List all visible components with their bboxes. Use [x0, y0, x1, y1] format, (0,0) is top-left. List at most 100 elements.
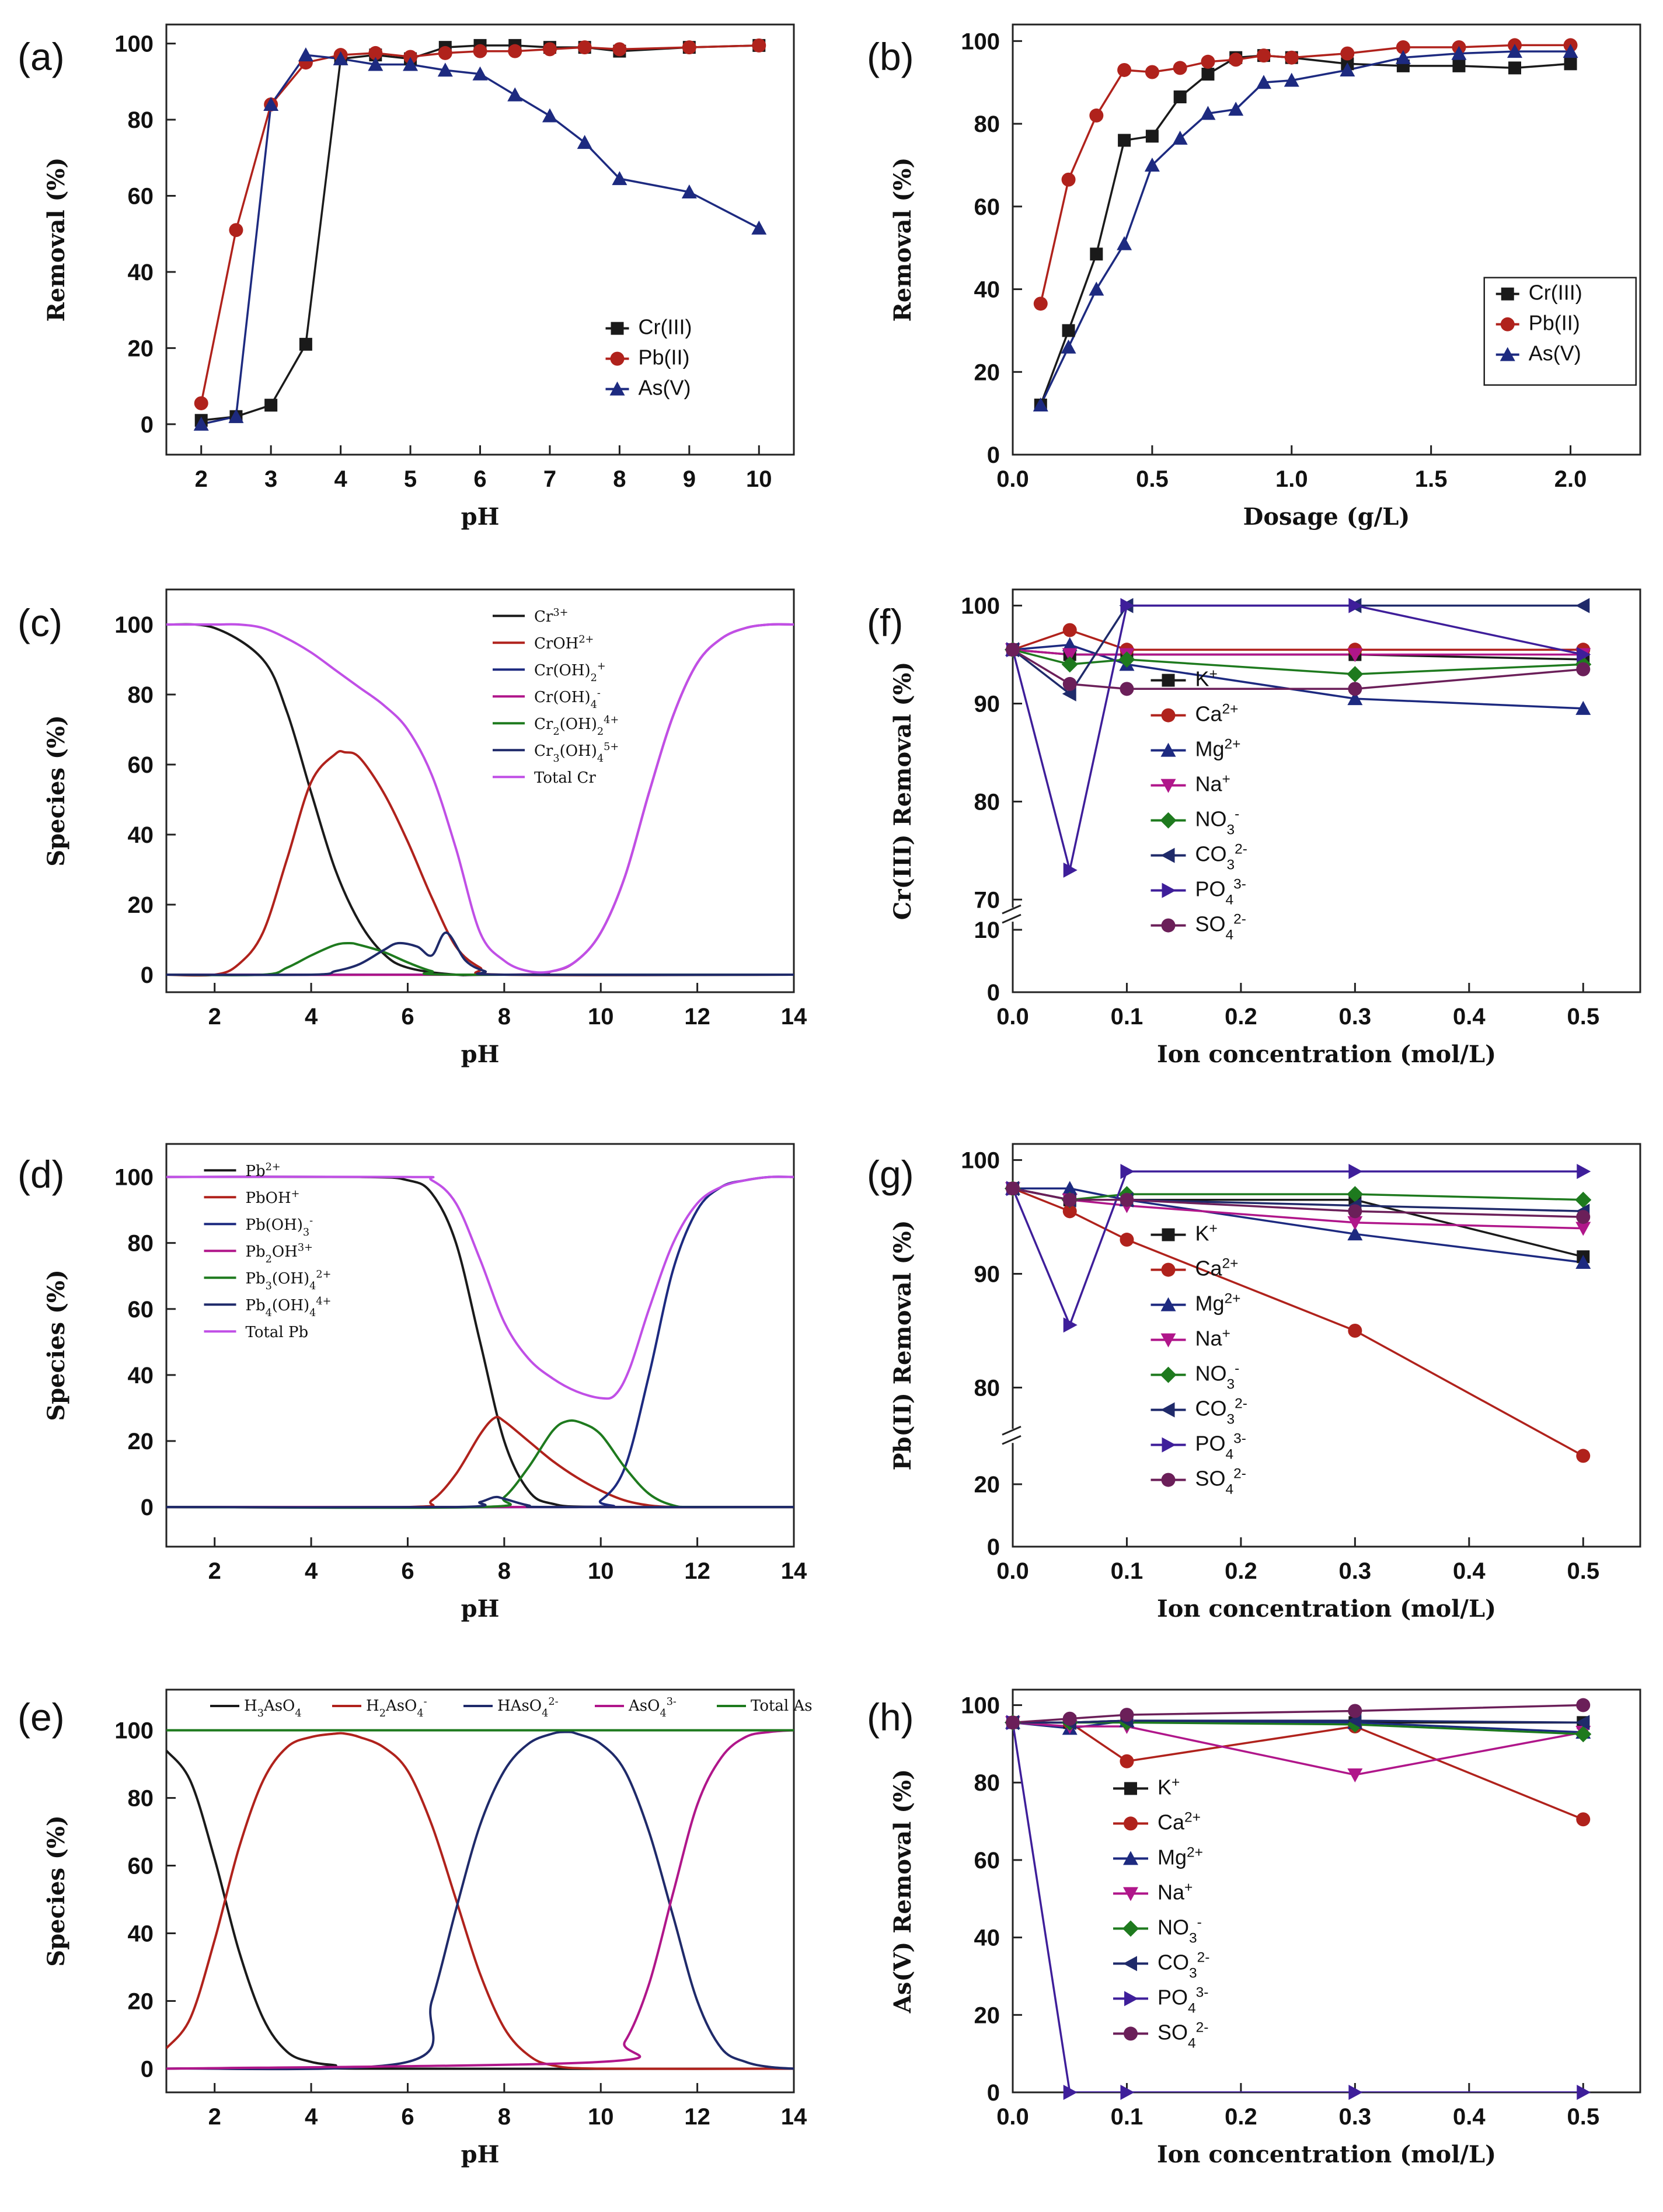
data-point — [1395, 50, 1411, 64]
legend-label: Cr3(OH)45+ — [534, 741, 619, 765]
legend-label: PbOH+ — [246, 1188, 300, 1207]
legend-text-part: 2 — [553, 726, 559, 738]
data-point — [1089, 281, 1104, 296]
legend-text-part: PbOH — [246, 1189, 291, 1207]
data-point — [1089, 108, 1104, 123]
data-point — [1348, 1704, 1362, 1718]
data-point — [1575, 1191, 1592, 1208]
legend-label: CO32- — [1158, 1949, 1209, 1981]
x-tick-label: 0.2 — [1225, 1004, 1257, 1030]
x-axis-label: Ion concentration (mol/L) — [1157, 1595, 1496, 1623]
y-tick-label: 0 — [141, 962, 154, 988]
legend-text-part: 3 — [257, 1708, 264, 1719]
legend-label: Cr(III) — [1529, 281, 1582, 305]
y-tick-label: 60 — [974, 194, 1000, 220]
legend-text-part: + — [1222, 1325, 1230, 1341]
data-point — [1348, 598, 1363, 613]
legend-marker — [1160, 1366, 1177, 1383]
legend-text-part: (OH) — [560, 742, 597, 760]
data-point — [1120, 1233, 1134, 1247]
data-point — [1575, 1726, 1592, 1743]
legend-text-part: - — [1235, 1360, 1239, 1376]
data-point — [612, 171, 627, 186]
data-point — [1062, 648, 1078, 662]
data-point — [542, 42, 557, 57]
panel-label: (a) — [18, 35, 65, 78]
legend-text-part: 2+ — [1225, 736, 1241, 752]
legend-marker — [611, 322, 624, 335]
x-tick-label: 6 — [401, 1004, 414, 1030]
data-point — [1063, 862, 1078, 878]
y-tick-label: 20 — [974, 1472, 1000, 1498]
legend-marker — [1161, 918, 1176, 933]
x-tick-label: 1.0 — [1275, 466, 1308, 492]
data-point — [681, 184, 697, 198]
y-axis-label: Cr(III) Removal (%) — [889, 662, 916, 920]
axis-break-mark — [1002, 904, 1021, 915]
legend-text-part: 2+ — [1184, 1809, 1201, 1825]
data-point — [1201, 68, 1215, 81]
legend-text-part: 4 — [1226, 892, 1234, 908]
data-point — [229, 223, 243, 238]
legend-text-part: 4 — [1188, 2000, 1196, 2016]
data-point — [1575, 700, 1591, 715]
legend-text-part: 2 — [591, 672, 597, 684]
x-axis-label: pH — [461, 503, 500, 531]
data-point — [1117, 62, 1132, 77]
data-point — [263, 96, 279, 111]
panel-label: (d) — [18, 1153, 65, 1196]
legend-text-part: NO — [1195, 807, 1227, 831]
legend-text-part: K — [1195, 667, 1209, 691]
legend-text-part: 3+ — [298, 1242, 313, 1254]
legend-marker — [1123, 1851, 1138, 1865]
data-point — [1006, 643, 1020, 657]
legend-text-part: 2 — [597, 726, 604, 738]
x-tick-label: 9 — [683, 466, 696, 492]
x-axis-label: pH — [461, 1595, 500, 1623]
x-tick-label: 14 — [781, 1004, 807, 1030]
data-point — [1120, 1164, 1135, 1180]
data-point — [1451, 46, 1467, 60]
x-tick-label: 12 — [684, 1004, 710, 1030]
legend-label: SO42- — [1195, 911, 1246, 943]
data-point — [542, 108, 557, 123]
data-point — [1033, 397, 1048, 411]
data-point — [1117, 236, 1132, 250]
x-tick-label: 0.5 — [1567, 1004, 1599, 1030]
x-tick-label: 6 — [401, 1558, 414, 1584]
legend-text-part: SO — [1195, 1467, 1226, 1491]
legend-text-part: + — [1184, 1879, 1193, 1895]
y-tick-label: 20 — [128, 1429, 154, 1454]
y-tick-label: 80 — [128, 1786, 154, 1812]
legend-text-part: - — [1197, 1914, 1202, 1930]
y-tick-label: 100 — [114, 32, 154, 57]
y-tick-label: 40 — [974, 277, 1000, 303]
y-tick-label: 40 — [128, 1921, 154, 1946]
legend-text-part: 2- — [1233, 911, 1246, 927]
legend-marker — [1500, 317, 1515, 332]
y-tick-label: 0 — [141, 1495, 154, 1520]
data-point — [1576, 1210, 1591, 1224]
y-tick-label: 70 — [974, 887, 1000, 913]
legend-label: Cr2(OH)24+ — [534, 714, 619, 738]
data-point — [1576, 1812, 1591, 1827]
x-tick-label: 4 — [305, 1558, 318, 1584]
legend-label: Pb2OH3+ — [246, 1242, 313, 1265]
y-tick-label: 80 — [128, 682, 154, 708]
legend-label: CrOH2+ — [534, 634, 594, 653]
legend-text-part: Na — [1158, 1880, 1185, 1904]
data-point — [1120, 1708, 1134, 1722]
legend-text-part: K — [1158, 1775, 1172, 1799]
legend-text-part: 3 — [1227, 857, 1235, 873]
y-tick-label: 90 — [974, 1262, 1000, 1288]
data-point — [1118, 134, 1131, 147]
data-point — [1576, 1449, 1591, 1463]
data-point — [298, 47, 313, 62]
legend-label: As(V) — [1529, 341, 1581, 365]
y-tick-label: 80 — [974, 111, 1000, 137]
data-point — [1090, 247, 1103, 261]
legend-text-part: NO — [1195, 1362, 1227, 1386]
legend-marker — [610, 351, 625, 366]
legend-label: Na+ — [1158, 1879, 1193, 1904]
y-tick-label: 20 — [128, 1988, 154, 2014]
